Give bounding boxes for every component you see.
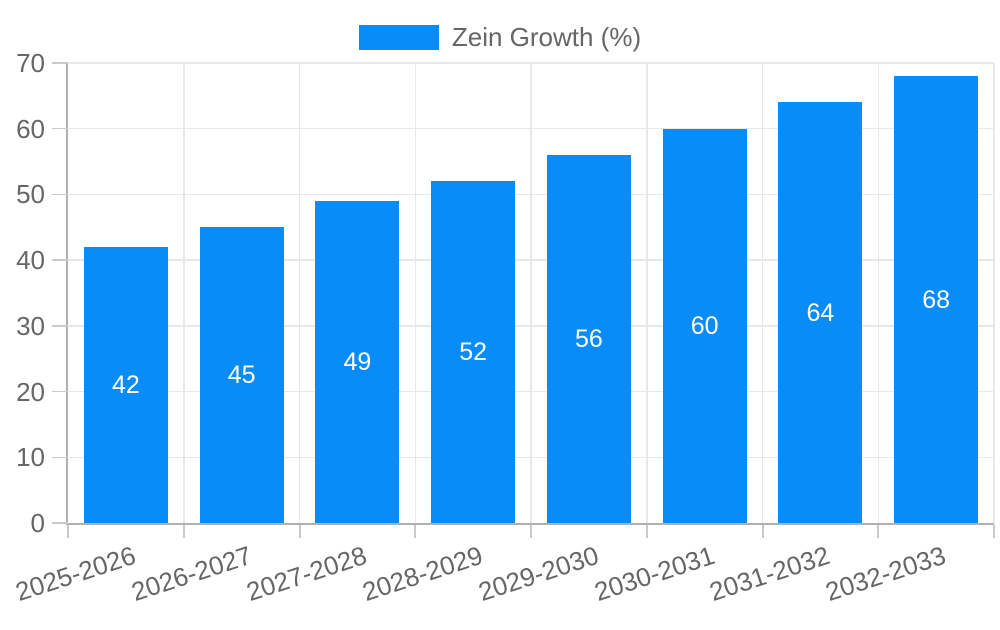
x-tick-mark [761, 525, 764, 538]
y-tick-mark [52, 127, 68, 130]
bar[interactable]: 68 [894, 76, 979, 523]
bar[interactable]: 52 [431, 181, 516, 523]
x-tick-mark [182, 525, 185, 538]
y-tick-mark [52, 259, 68, 261]
y-axis-tick-label: 40 [16, 245, 45, 276]
y-axis-tick-label: 60 [16, 113, 45, 144]
y-axis-tick-label: 0 [30, 508, 45, 538]
legend-label: Zein Growth (%) [451, 22, 642, 52]
plot-area: 0 10 20 30 40 50 60 70 42 45 49 52 56 60 64 68 2025-2026… [12, 48, 995, 607]
y-axis-tick-label: 10 [16, 442, 45, 473]
legend-swatch [358, 24, 439, 50]
bar-value-label: 64 [806, 298, 835, 327]
y-tick-mark [52, 456, 68, 459]
x-tick-mark [993, 525, 995, 538]
y-tick-mark [52, 62, 68, 64]
gridline-v [530, 63, 532, 523]
y-tick-mark [52, 522, 68, 524]
y-axis-tick-label: 30 [16, 310, 45, 341]
y-axis-line [66, 63, 68, 523]
y-axis-tick-label: 20 [16, 376, 45, 407]
bar[interactable]: 56 [546, 155, 631, 523]
gridline-v [414, 63, 416, 523]
gridline-v [877, 63, 879, 523]
x-tick-mark [530, 525, 532, 538]
y-axis-tick-label: 50 [16, 179, 45, 210]
bar-value-label: 68 [922, 285, 951, 314]
x-tick-mark [298, 525, 301, 538]
gridline-v [993, 63, 995, 523]
bar-value-label: 42 [111, 371, 140, 399]
y-tick-mark [52, 390, 68, 393]
gridline-v [183, 63, 185, 523]
bar-value-label: 45 [227, 361, 256, 390]
gridline-v [761, 63, 764, 523]
bar[interactable]: 60 [662, 128, 747, 523]
x-tick-mark [877, 525, 880, 538]
bar[interactable]: 42 [83, 247, 168, 523]
y-tick-mark [52, 325, 68, 327]
bar-value-label: 49 [343, 348, 372, 376]
bar[interactable]: 64 [778, 102, 863, 523]
bar[interactable]: 45 [199, 227, 284, 523]
x-tick-mark [414, 525, 417, 538]
x-axis-line [66, 523, 994, 525]
chart-legend[interactable]: Zein Growth (%) [0, 22, 1000, 52]
bar-value-label: 56 [574, 325, 603, 353]
y-tick-mark [52, 193, 68, 196]
bar[interactable]: 49 [315, 201, 400, 523]
y-axis-tick-label: 70 [16, 48, 45, 78]
x-tick-mark [67, 525, 69, 538]
bar-value-label: 60 [690, 311, 719, 340]
gridline-v [298, 63, 301, 523]
x-tick-mark [645, 525, 648, 538]
gridline-v [646, 63, 648, 523]
bar-value-label: 52 [459, 338, 488, 367]
